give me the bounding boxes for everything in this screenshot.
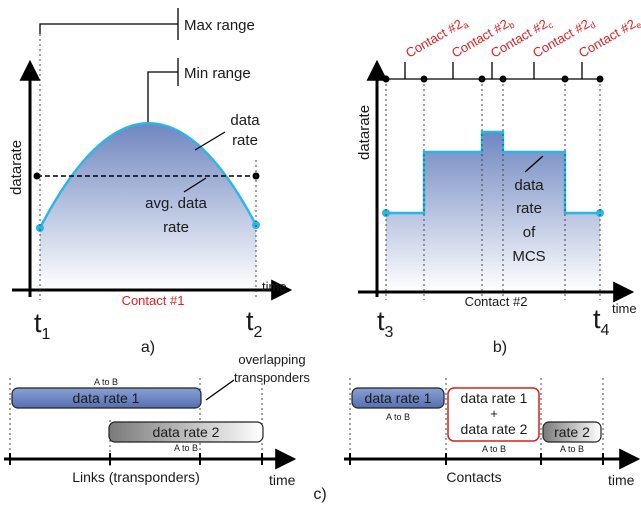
contact-c3-label: rate 2 xyxy=(554,424,590,440)
y-axis-label-a: datarate xyxy=(8,140,25,195)
y-axis-label-b: datarate xyxy=(356,105,373,160)
contact-c2-box xyxy=(447,387,540,442)
max-range-bracket xyxy=(39,23,178,34)
link-1-bar xyxy=(11,387,202,409)
mcs-label-2: rate xyxy=(516,200,542,217)
overlap-label-1: overlapping xyxy=(238,352,305,367)
overlap-label-2: transponders xyxy=(234,370,310,385)
t3-label: t3 xyxy=(377,306,394,341)
link-1-dir: A to B xyxy=(94,377,118,387)
panel-c-left: data rate 1 A to B data rate 2 A to B ov… xyxy=(4,352,310,488)
curve-start-point xyxy=(36,224,44,232)
avg-start-point xyxy=(33,172,41,180)
contact-c2-line1: data rate 1 xyxy=(461,390,528,406)
data-rate-label-1: data xyxy=(230,112,260,129)
link-2-label: data rate 2 xyxy=(153,424,220,440)
caption-b: b) xyxy=(493,339,507,356)
mcs-callout xyxy=(524,155,544,173)
contact-c2-line2: data rate 2 xyxy=(461,421,528,437)
link-2-bar xyxy=(108,421,264,443)
x-axis-label-a: time xyxy=(262,279,287,294)
avg-rate-callout xyxy=(183,177,207,193)
mcs-end-point xyxy=(596,209,604,217)
avg-rate-label-2: rate xyxy=(163,219,189,236)
contact-c2-plus: + xyxy=(490,406,498,421)
time-label-c-right: time xyxy=(608,472,635,488)
avg-rate-label-1: avg. data xyxy=(145,195,207,212)
data-rate-label-2: rate xyxy=(232,132,258,149)
links-axis-label: Links (transponders) xyxy=(72,469,200,485)
mcs-label-1: data xyxy=(514,177,544,194)
contacts-axis-label: Contacts xyxy=(446,469,501,485)
contact-c3-dir: A to B xyxy=(560,444,584,454)
t4-label: t4 xyxy=(593,304,610,339)
caption-c: c) xyxy=(313,486,326,503)
caption-a: a) xyxy=(141,339,155,356)
contact-c1-bar xyxy=(351,387,445,409)
max-range-label: Max range xyxy=(184,17,255,34)
link-1-label: data rate 1 xyxy=(73,390,140,406)
contact-c3-bar xyxy=(542,421,602,443)
contact-c2-dir: A to B xyxy=(482,444,506,454)
x-axis-label-b: time xyxy=(612,301,637,316)
contact-c1-dir: A to B xyxy=(386,412,410,422)
time-label-c-left: time xyxy=(269,472,296,488)
t2-label: t2 xyxy=(246,306,263,341)
min-range-bracket xyxy=(147,71,178,122)
data-rate-area xyxy=(40,123,256,290)
link-2-dir: A to B xyxy=(174,443,198,453)
mcs-area xyxy=(386,132,600,292)
t1-label: t1 xyxy=(34,308,51,343)
mcs-start-point xyxy=(382,209,390,217)
overlap-callout xyxy=(205,379,235,401)
contact-c1-label: data rate 1 xyxy=(365,390,432,406)
panel-b: Contact #2a Contact #2b Contact #2c Cont… xyxy=(356,16,641,356)
panel-c-right: data rate 1 A to B data rate 1 + data ra… xyxy=(344,378,641,488)
contact-2-label: Contact #2 xyxy=(465,294,528,309)
min-range-label: Min range xyxy=(184,65,251,82)
panel-a: Max range Min range data rate avg. data … xyxy=(8,8,293,356)
data-rate-callout xyxy=(194,131,226,151)
data-rate-curve xyxy=(38,122,258,229)
mcs-step-line xyxy=(386,130,600,215)
mcs-label-4: MCS xyxy=(512,248,545,265)
contact-1-label: Contact #1 xyxy=(122,293,185,308)
mcs-label-3: of xyxy=(523,224,536,241)
